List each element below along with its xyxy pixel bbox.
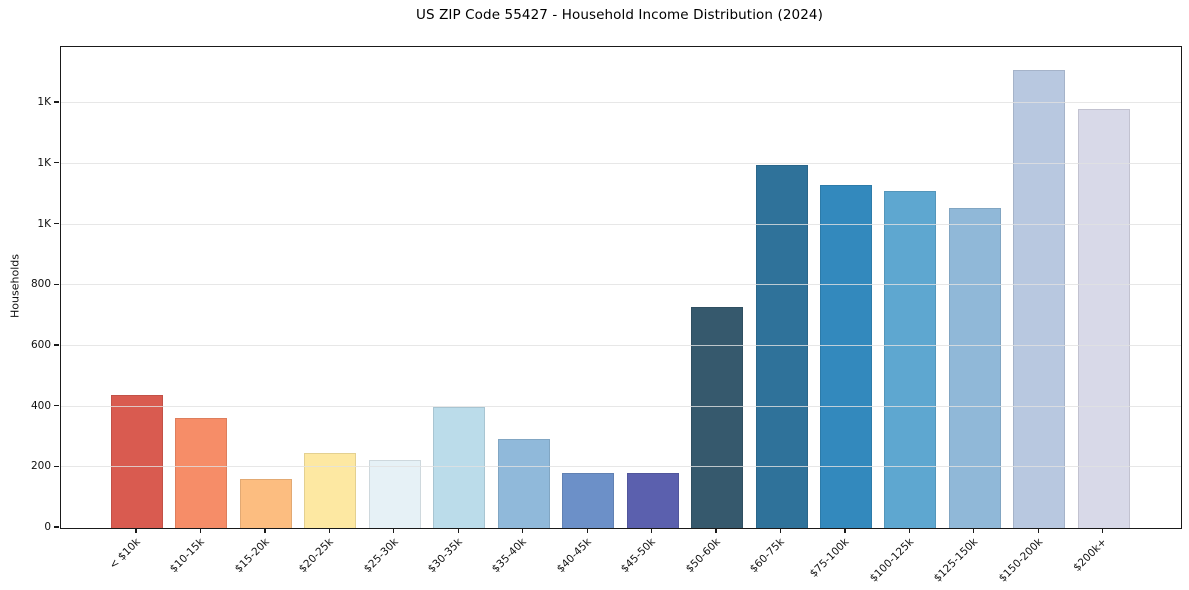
bar-150-200k bbox=[1013, 69, 1066, 528]
y-tick-label-800: 800 bbox=[30, 278, 51, 291]
y-tick-label-1400: 1K bbox=[37, 96, 51, 109]
x-tick-10 bbox=[779, 528, 782, 534]
y-tick-label-1000: 1K bbox=[37, 217, 51, 230]
bar-25-30k bbox=[368, 460, 421, 528]
x-tick-11 bbox=[844, 528, 846, 534]
x-tick-6 bbox=[522, 528, 524, 534]
x-tick-0 bbox=[135, 528, 137, 534]
bar-125-150k bbox=[948, 207, 1001, 528]
bar-10-15k bbox=[175, 417, 228, 528]
x-tick-label-2: $15-20k bbox=[232, 536, 272, 576]
y-tick-label-600: 600 bbox=[30, 338, 51, 351]
gridline-600 bbox=[60, 344, 1181, 346]
y-tick-400 bbox=[54, 404, 59, 407]
x-tick-label-11: $75-100k bbox=[807, 536, 852, 580]
bar-20-25k bbox=[304, 452, 357, 528]
x-tick-label-10: $60-75k bbox=[747, 536, 787, 576]
y-tick-1000 bbox=[54, 222, 59, 225]
x-tick-label-4: $25-30k bbox=[361, 536, 401, 576]
gridline-200 bbox=[60, 466, 1181, 468]
y-tick-label-400: 400 bbox=[30, 399, 51, 412]
x-tick-label-8: $45-50k bbox=[619, 536, 659, 576]
y-tick-1200 bbox=[54, 162, 59, 164]
x-tick-5 bbox=[457, 528, 459, 534]
bar-200k bbox=[1077, 109, 1130, 528]
y-tick-600 bbox=[54, 344, 59, 346]
x-tick-15 bbox=[1102, 528, 1104, 534]
x-tick-label-0: < $10k bbox=[106, 536, 143, 572]
x-tick-14 bbox=[1037, 528, 1039, 534]
y-tick-200 bbox=[54, 465, 59, 467]
bar-45-50k bbox=[626, 472, 679, 528]
x-tick-label-7: $40-45k bbox=[554, 536, 594, 576]
bar-10k bbox=[111, 395, 163, 528]
bar-60-75k bbox=[755, 165, 808, 528]
x-tick-13 bbox=[973, 528, 975, 534]
y-tick-label-200: 200 bbox=[30, 460, 51, 473]
bar-100-125k bbox=[884, 191, 937, 528]
y-tick-0 bbox=[54, 526, 59, 528]
bar-35-40k bbox=[497, 438, 550, 528]
y-tick-1400 bbox=[54, 101, 59, 103]
y-tick-800 bbox=[54, 283, 59, 285]
x-tick-label-1: $10-15k bbox=[167, 536, 207, 576]
x-tick-label-15: $200k+ bbox=[1071, 536, 1110, 574]
x-tick-8 bbox=[650, 528, 653, 534]
chart-title: US ZIP Code 55427 - Household Income Dis… bbox=[416, 7, 823, 23]
x-tick-label-13: $125-150k bbox=[931, 536, 981, 585]
x-tick-3 bbox=[328, 528, 331, 534]
x-tick-1 bbox=[199, 528, 202, 534]
gridline-800 bbox=[60, 284, 1181, 286]
x-tick-9 bbox=[715, 528, 717, 534]
x-tick-12 bbox=[908, 528, 911, 534]
gridline-1000 bbox=[60, 223, 1181, 225]
x-tick-label-3: $20-25k bbox=[296, 536, 336, 576]
x-tick-2 bbox=[264, 528, 266, 534]
plot-area bbox=[59, 46, 1182, 529]
bar-15-20k bbox=[239, 478, 292, 528]
bar-50-60k bbox=[691, 306, 744, 528]
x-tick-label-12: $100-125k bbox=[867, 536, 916, 585]
x-tick-7 bbox=[586, 528, 588, 534]
x-tick-label-14: $150-200k bbox=[996, 536, 1045, 585]
x-tick-label-9: $50-60k bbox=[683, 536, 723, 576]
gridline-1200 bbox=[60, 162, 1181, 164]
gridline-1400 bbox=[60, 102, 1181, 104]
gridline-400 bbox=[60, 405, 1181, 407]
bar-75-100k bbox=[819, 185, 872, 528]
x-tick-4 bbox=[393, 528, 395, 534]
y-tick-label-0: 0 bbox=[44, 521, 51, 533]
x-tick-label-5: $30-35k bbox=[425, 536, 465, 576]
y-tick-label-1200: 1K bbox=[37, 156, 51, 169]
bar-40-45k bbox=[562, 472, 615, 528]
x-tick-label-6: $35-40k bbox=[490, 536, 530, 576]
